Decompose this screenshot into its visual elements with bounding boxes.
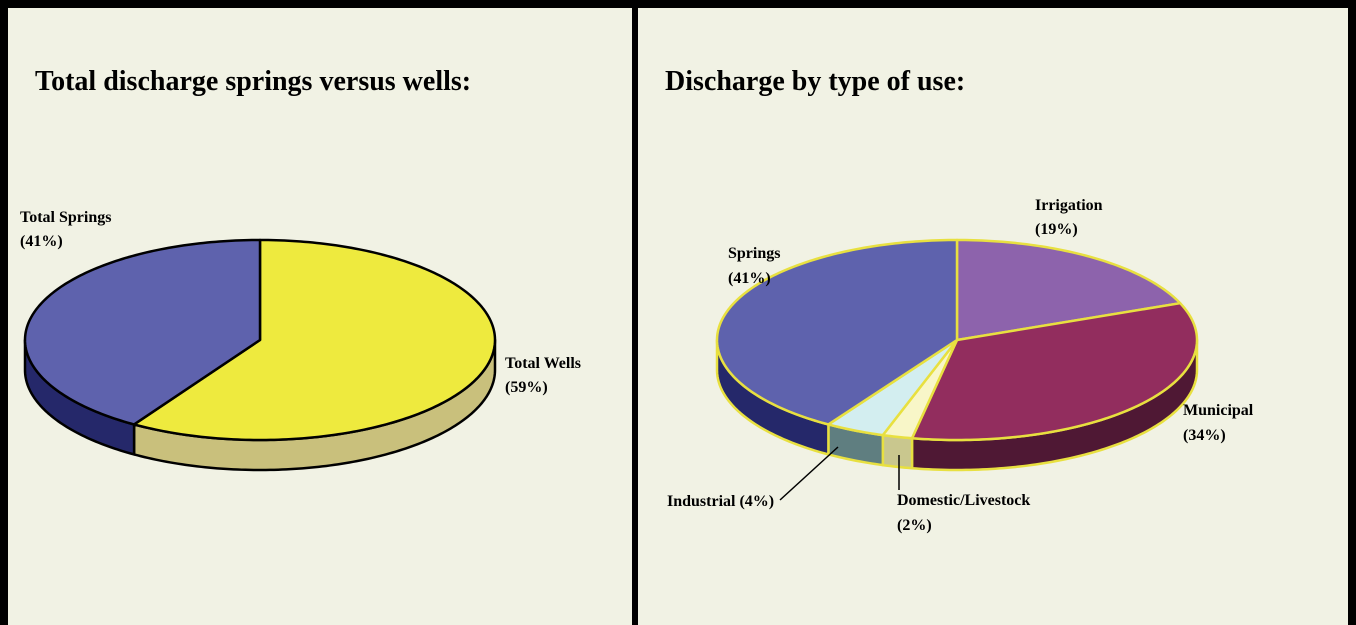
category-label: Springs (728, 245, 780, 262)
data-label: Industrial (4%) (667, 493, 774, 510)
category-label: Domestic/Livestock (897, 492, 1030, 509)
value-label: (59%) (505, 379, 548, 396)
chart-title: Total discharge springs versus wells: (35, 66, 471, 97)
leader-line (779, 446, 839, 501)
pie-side (881, 433, 914, 470)
category-label: Total Springs (20, 209, 111, 226)
pie-left: Total Wells (59%) Total Springs (41%) (20, 209, 581, 472)
pie-slice (910, 301, 1199, 442)
pie-right: Irrigation (19%) Municipal (34%) Domestic/Li… (667, 197, 1254, 534)
value-label: (19%) (1035, 221, 1078, 238)
category-label: Municipal (1183, 402, 1254, 419)
category-label: Industrial (667, 493, 736, 510)
value-label: (41%) (20, 233, 63, 250)
chart-title: Discharge by type of use: (665, 66, 965, 97)
category-label: Irrigation (1035, 197, 1103, 214)
pie-slice (827, 338, 959, 437)
value-label: (4%) (739, 493, 774, 510)
pie-slice (715, 238, 959, 426)
pie-slice (132, 238, 497, 442)
value-label: (41%) (728, 270, 771, 287)
pie-slice (23, 238, 262, 426)
value-label: (2%) (897, 517, 932, 534)
pie-slice (955, 238, 1182, 342)
category-label: Total Wells (505, 355, 581, 372)
value-label: (34%) (1183, 427, 1226, 444)
